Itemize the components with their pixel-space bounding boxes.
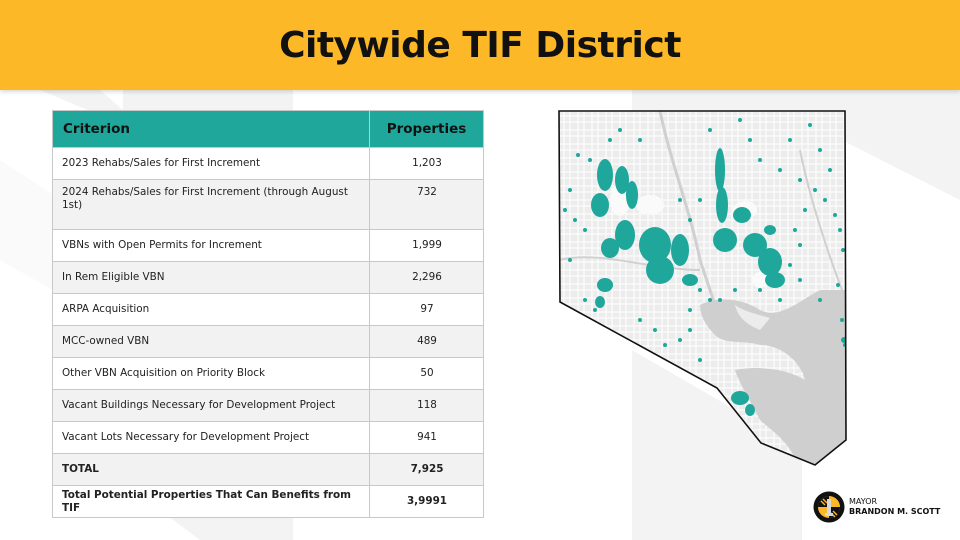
slide-title: Citywide TIF District — [279, 24, 681, 66]
column-header-criterion: Criterion — [52, 110, 370, 148]
properties-cell: 2,296 — [369, 261, 484, 294]
properties-cell: 732 — [369, 179, 484, 230]
criteria-table: Criterion Properties 2023 Rehabs/Sales f… — [52, 110, 484, 518]
city-seal-icon — [813, 491, 845, 523]
table-row: In Rem Eligible VBN 2,296 — [52, 261, 484, 294]
properties-cell: 7,925 — [369, 453, 484, 486]
properties-cell: 489 — [369, 325, 484, 358]
properties-cell: 1,999 — [369, 229, 484, 262]
city-map — [558, 110, 847, 466]
table-row: VBNs with Open Permits for Increment 1,9… — [52, 229, 484, 262]
logo-line-mayor: MAYOR — [849, 497, 878, 506]
properties-cell: 97 — [369, 293, 484, 326]
table-row: 2023 Rehabs/Sales for First Increment 1,… — [52, 147, 484, 180]
property-points — [563, 118, 846, 416]
table-row: Vacant Buildings Necessary for Developme… — [52, 389, 484, 422]
criterion-cell: MCC-owned VBN — [52, 325, 370, 358]
table-row: Vacant Lots Necessary for Development Pr… — [52, 421, 484, 454]
criterion-cell: TOTAL — [52, 453, 370, 486]
criterion-cell: 2024 Rehabs/Sales for First Increment (t… — [52, 179, 370, 230]
criterion-cell: ARPA Acquisition — [52, 293, 370, 326]
table-header-row: Criterion Properties — [52, 110, 484, 148]
properties-cell: 1,203 — [369, 147, 484, 180]
table-row: ARPA Acquisition 97 — [52, 293, 484, 326]
criterion-cell: Vacant Lots Necessary for Development Pr… — [52, 421, 370, 454]
properties-cell: 941 — [369, 421, 484, 454]
criterion-cell: Vacant Buildings Necessary for Developme… — [52, 389, 370, 422]
column-header-properties: Properties — [369, 110, 484, 148]
criterion-cell: In Rem Eligible VBN — [52, 261, 370, 294]
mayor-logo: MAYOR BRANDON M. SCOTT — [813, 491, 940, 523]
total-potential-row: Total Potential Properties That Can Bene… — [52, 485, 484, 518]
total-row: TOTAL 7,925 — [52, 453, 484, 486]
properties-cell: 50 — [369, 357, 484, 390]
city-boundary — [558, 110, 847, 466]
criterion-cell: Total Potential Properties That Can Bene… — [52, 485, 370, 518]
table-row: MCC-owned VBN 489 — [52, 325, 484, 358]
properties-cell: 118 — [369, 389, 484, 422]
slide-header: Citywide TIF District — [0, 0, 960, 90]
logo-line-name: BRANDON M. SCOTT — [849, 507, 941, 516]
properties-cell: 3,9991 — [369, 485, 484, 518]
criterion-cell: Other VBN Acquisition on Priority Block — [52, 357, 370, 390]
criterion-cell: VBNs with Open Permits for Increment — [52, 229, 370, 262]
table-row: 2024 Rehabs/Sales for First Increment (t… — [52, 179, 484, 230]
table-row: Other VBN Acquisition on Priority Block … — [52, 357, 484, 390]
criterion-cell: 2023 Rehabs/Sales for First Increment — [52, 147, 370, 180]
map-base — [559, 111, 846, 465]
